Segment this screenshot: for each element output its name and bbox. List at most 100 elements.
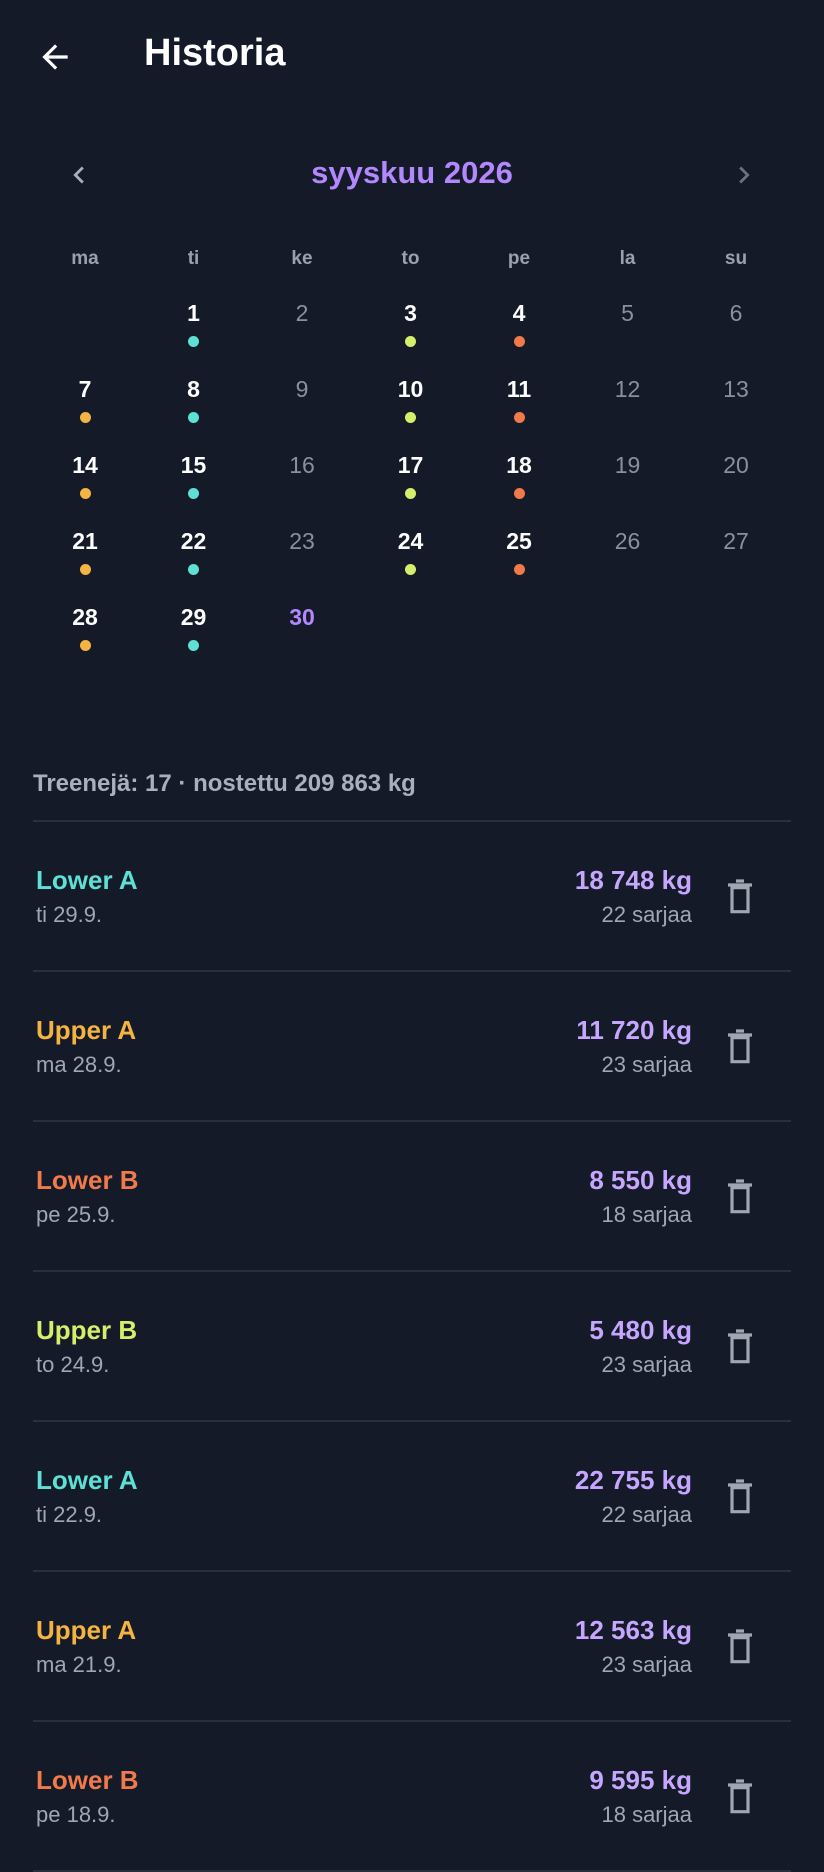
workout-dot [188,488,199,499]
calendar-day[interactable]: 29 [180,604,207,630]
workout-date: pe 25.9. [36,1202,116,1227]
workout-dot [188,564,199,575]
workout-weight: 11 720 kg [576,1015,692,1045]
workout-weight: 8 550 kg [589,1165,692,1195]
workout-dot [513,336,525,347]
calendar-day[interactable]: 7 [78,376,92,402]
weekday: su [724,248,748,269]
calendar-day[interactable]: 4 [512,300,526,326]
workout-date: ma 21.9. [36,1652,122,1677]
workout-sets: 18 sarjaa [601,1802,692,1827]
workout-sets: 22 sarjaa [601,902,692,927]
calendar-day[interactable]: 2 [295,300,309,326]
calendar-day[interactable]: 24 [397,528,424,554]
weekday: pe [507,248,531,269]
title: Historia [144,32,286,74]
prev-month[interactable] [62,158,96,192]
workout-date: to 24.9. [36,1352,110,1377]
workout-dot [513,564,525,575]
delete-button[interactable] [724,1327,756,1367]
page: Historia syyskuu 2026 Treenejä: 17 · nos… [33,32,791,1872]
month-label: syyskuu 2026 [311,155,513,190]
calendar-day[interactable]: 3 [404,300,417,326]
calendar-day[interactable]: 9 [295,376,309,402]
calendar-day[interactable]: 12 [614,376,641,402]
calendar-day[interactable]: 15 [180,452,207,478]
workout-weight: 18 748 kg [574,865,692,895]
workout-weight: 22 755 kg [574,1465,692,1495]
weekday: la [619,248,636,269]
workout-dot [513,488,525,499]
divider [33,1420,791,1422]
workout-sets: 22 sarjaa [601,1502,692,1527]
delete-button[interactable] [724,1477,756,1517]
calendar-day[interactable]: 26 [614,528,641,554]
workout-dot [513,412,525,423]
delete-button[interactable] [724,877,756,917]
calendar-day[interactable]: 16 [289,452,315,478]
delete-button[interactable] [724,1627,756,1667]
calendar-day[interactable]: 20 [723,452,749,478]
workout-date: ti 22.9. [36,1502,103,1527]
divider [33,820,791,822]
calendar-day[interactable]: 23 [289,528,315,554]
workout-dot [79,412,91,423]
delete-button[interactable] [724,1177,756,1217]
calendar-day[interactable]: 8 [187,376,200,402]
calendar-day[interactable]: 13 [723,376,749,402]
calendar-day[interactable]: 14 [72,452,98,478]
workout-dot [188,412,199,423]
weekday: ke [291,248,313,269]
weekday: to [401,248,420,269]
workout-dot [79,640,91,651]
calendar-day[interactable]: 18 [506,452,532,478]
calendar-day[interactable]: 6 [729,300,743,326]
delete-button[interactable] [724,1777,756,1817]
calendar-day[interactable]: 10 [397,376,424,402]
workout-sets: 23 sarjaa [601,1052,692,1077]
calendar-day[interactable]: 17 [397,452,424,478]
calendar-day[interactable]: 1 [187,300,200,326]
workout-sets: 23 sarjaa [601,1652,692,1677]
workout-weight: 5 480 kg [589,1315,692,1345]
workout-dot [188,640,199,651]
workout-dot [79,564,91,575]
next-month[interactable] [727,158,761,192]
calendar-day[interactable]: 27 [723,528,749,554]
workout-dot [405,488,416,499]
workout-sets: 18 sarjaa [601,1202,692,1227]
workout-weight: 9 595 kg [589,1765,692,1795]
divider [33,1120,791,1122]
workout-name[interactable]: Upper B [36,1315,138,1345]
workout-dot [188,336,199,347]
calendar-day[interactable]: 5 [621,300,634,326]
workout-name[interactable]: Lower B [36,1765,139,1795]
weekday: ti [187,248,200,269]
calendar-day[interactable]: 11 [506,376,532,402]
divider [33,1720,791,1722]
calendar-day[interactable]: 22 [180,528,207,554]
workout-weight: 12 563 kg [574,1615,692,1645]
calendar-day[interactable]: 30 [289,604,315,630]
workout-name[interactable]: Upper A [36,1015,137,1045]
back-button[interactable] [36,38,74,76]
workout-name[interactable]: Lower A [36,865,138,895]
divider [33,1270,791,1272]
calendar-day[interactable]: 19 [614,452,641,478]
workout-name[interactable]: Lower B [36,1165,139,1195]
divider [33,970,791,972]
weekday: ma [71,248,99,269]
workout-date: ti 29.9. [36,902,103,927]
workout-date: pe 18.9. [36,1802,116,1827]
workout-sets: 23 sarjaa [601,1352,692,1377]
divider [33,1570,791,1572]
workout-name[interactable]: Upper A [36,1615,137,1645]
calendar-day[interactable]: 21 [72,528,98,554]
workout-dot [405,564,416,575]
delete-button[interactable] [724,1027,756,1067]
calendar-day[interactable]: 25 [506,528,532,554]
summary: Treenejä: 17 · nostettu 209 863 kg [33,770,416,797]
workout-date: ma 28.9. [36,1052,122,1077]
calendar-day[interactable]: 28 [72,604,98,630]
workout-name[interactable]: Lower A [36,1465,138,1495]
